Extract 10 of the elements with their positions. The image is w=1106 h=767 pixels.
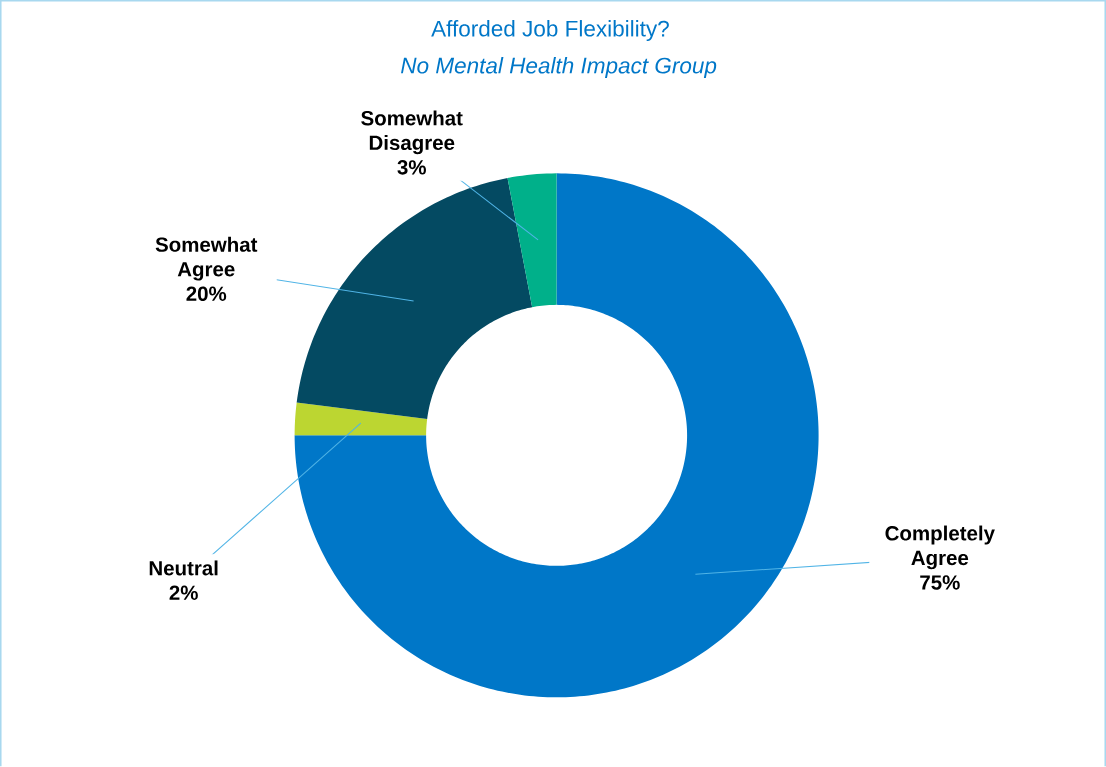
chart-subtitle: No Mental Health Impact Group — [401, 57, 717, 79]
chart-title: Afforded Job Flexibility? — [431, 20, 669, 42]
slice-label: Somewhat Disagree — [361, 110, 463, 155]
data-label: 2% — [169, 585, 198, 601]
slice-label: Neutral — [149, 560, 218, 576]
data-label: 75% — [920, 575, 960, 590]
data-label: 3% — [397, 160, 426, 175]
data-label: 20% — [186, 286, 227, 302]
slice-label: Completely Agree — [885, 525, 995, 570]
slice-label: Somewhat Agree — [155, 236, 258, 281]
